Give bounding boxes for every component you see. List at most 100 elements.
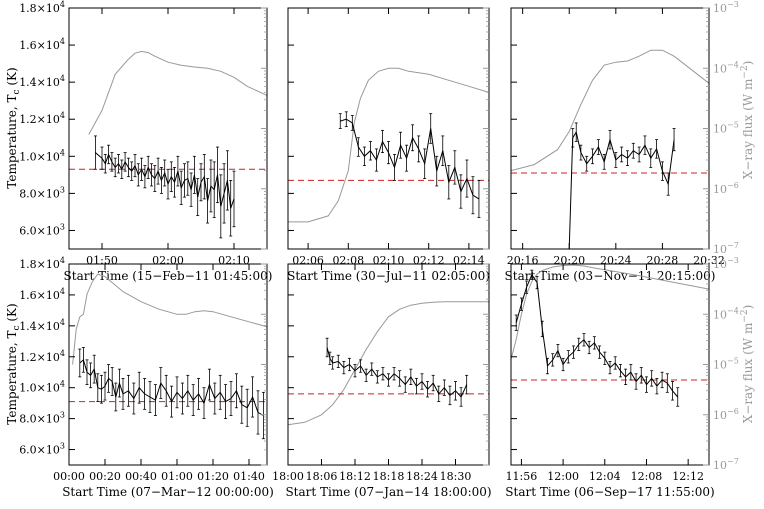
right-ylabel-bottom: X−ray flux (W m−2) xyxy=(740,305,755,424)
right-ylabel-end: ) xyxy=(741,305,755,310)
svg-text:Temperature, Tc (K): Temperature, Tc (K) xyxy=(5,303,22,424)
plot-area xyxy=(511,264,709,407)
right-ylabel-sup: −2 xyxy=(740,65,750,78)
y-tick-label: 6.0×103 xyxy=(19,222,65,237)
axes-frame xyxy=(287,263,490,466)
x-tick-label: 01:40 xyxy=(233,470,265,483)
y-tick-label: 1.2×104 xyxy=(19,111,65,126)
xray-flux-line xyxy=(88,50,267,135)
y-tick-label: 6.0×103 xyxy=(19,442,65,457)
xray-flux-line xyxy=(72,273,267,365)
y-tick-label: 1.2×104 xyxy=(19,349,65,364)
y-tick-label: 8.0×103 xyxy=(19,411,65,426)
x-axis-label: Start Time (06−Sep−17 11:55:00) xyxy=(505,485,714,499)
y2-tick-label: 10−4 xyxy=(713,306,739,321)
temperature-line xyxy=(515,273,679,398)
temperature-line xyxy=(340,118,480,200)
x-tick-label: 01:00 xyxy=(161,470,193,483)
y2-tick-label: 10−7 xyxy=(713,241,739,256)
left-ylabel-unit: (K) xyxy=(5,303,19,325)
x-tick-label: 20:28 xyxy=(647,254,679,267)
svg-text:Temperature, Tc (K): Temperature, Tc (K) xyxy=(5,67,22,188)
left-ylabel-text: Temperature, T xyxy=(5,330,19,424)
x-tick-label: 12:04 xyxy=(589,470,621,483)
x-tick-label: 00:20 xyxy=(89,470,121,483)
axes-frame xyxy=(68,7,268,250)
x-tick-label: 02:08 xyxy=(332,254,364,267)
x-tick-label: 12:12 xyxy=(672,470,704,483)
y-tick-label: 1.4×104 xyxy=(19,74,65,89)
x-tick-label: 12:00 xyxy=(547,470,579,483)
y2-tick-label: 10−4 xyxy=(713,60,739,75)
x-tick-label: 12:08 xyxy=(631,470,663,483)
panel-1: 01:50 02:00 02:10 Start Time (15−Feb−11 01:… xyxy=(19,0,272,283)
x-tick-label: 20:16 xyxy=(507,254,539,267)
x-tick-label: 00:00 xyxy=(53,470,85,483)
y2-tick-label: 10−5 xyxy=(713,121,739,136)
x-tick-label: 18:12 xyxy=(339,470,371,483)
y-tick-label: 1.0×104 xyxy=(19,148,65,163)
x-tick-label: 18:18 xyxy=(373,470,405,483)
left-ylabel-unit: (K) xyxy=(5,67,19,89)
x-tick-label: 02:14 xyxy=(453,254,485,267)
x-tick-label: 00:40 xyxy=(125,470,157,483)
xray-flux-line xyxy=(288,67,489,223)
y2-tick-label: 10−6 xyxy=(713,407,739,422)
y-tick-label: 1.6×104 xyxy=(19,37,65,52)
y2-tick-label: 10−7 xyxy=(713,457,739,472)
svg-text:X−ray flux (W m−2): X−ray flux (W m−2) xyxy=(740,61,755,180)
x-axis-label: Start Time (07−Mar−12 00:00:00) xyxy=(62,485,274,499)
left-ylabel-top: Temperature, Tc (K) xyxy=(5,67,22,188)
right-ylabel-end: ) xyxy=(741,61,755,66)
temperature-line xyxy=(95,152,235,209)
x-tick-label: 01:20 xyxy=(197,470,229,483)
x-tick-label: 02:10 xyxy=(218,254,250,267)
x-tick-label: 02:06 xyxy=(292,254,324,267)
x-tick-label: 11:56 xyxy=(506,470,538,483)
y-tick-label: 8.0×103 xyxy=(19,185,65,200)
y2-tick-label: 10−3 xyxy=(713,0,739,15)
x-tick-label: 18:24 xyxy=(406,470,438,483)
right-ylabel-top: X−ray flux (W m−2) xyxy=(740,61,755,180)
left-ylabel-sub: c xyxy=(12,325,22,330)
y2-tick-label: 10−5 xyxy=(713,357,739,372)
plot-area xyxy=(69,273,267,440)
panels: 01:50 02:00 02:10 Start Time (15−Feb−11 01:… xyxy=(19,0,739,499)
left-ylabel-bottom: Temperature, Tc (K) xyxy=(5,303,22,424)
panel-4: 00:00 00:20 00:40 01:00 01:20 01:40 Start Time… xyxy=(19,256,274,499)
plot-area xyxy=(511,49,709,249)
axes-frame xyxy=(68,263,268,466)
plot-area xyxy=(288,301,489,426)
y-tick-label: 1.8×104 xyxy=(19,256,65,271)
y-tick-label: 1.0×104 xyxy=(19,380,65,395)
x-axis-label: Start Time (03−Nov−11 20:15:00) xyxy=(505,269,716,283)
y2-tick-label: 10−6 xyxy=(713,181,739,196)
axes-frame xyxy=(287,7,490,250)
right-ylabel-sup: −2 xyxy=(740,309,750,322)
axes-frame xyxy=(510,7,710,250)
x-axis-label: Start Time (30−Jul−11 02:05:00) xyxy=(287,269,490,283)
x-tick-label: 02:12 xyxy=(413,254,445,267)
x-tick-label: 18:30 xyxy=(440,470,472,483)
right-ylabel-text: X−ray flux (W m xyxy=(741,322,755,423)
x-axis-label: Start Time (15−Feb−11 01:45:00) xyxy=(64,269,273,283)
x-tick-label: 18:06 xyxy=(306,470,338,483)
x-tick-label: 18:00 xyxy=(272,470,304,483)
y2-tick-label: 10−3 xyxy=(713,256,739,271)
x-tick-label: 01:50 xyxy=(86,254,118,267)
xray-flux-line xyxy=(511,49,709,172)
x-tick-label: 02:00 xyxy=(152,254,184,267)
svg-text:X−ray flux (W m−2): X−ray flux (W m−2) xyxy=(740,305,755,424)
panel-6: 11:56 12:00 12:04 12:08 12:12 Start Time (06−… xyxy=(505,256,739,499)
temperature-line xyxy=(568,130,675,249)
temperature-line xyxy=(79,359,264,416)
right-ylabel-text: X−ray flux (W m xyxy=(741,78,755,179)
y-tick-label: 1.8×104 xyxy=(19,0,65,15)
plot-area xyxy=(288,67,489,223)
panel-5: 18:00 18:06 18:12 18:18 18:24 18:30 Start Time… xyxy=(272,263,492,499)
left-ylabel-sub: c xyxy=(12,89,22,94)
x-axis-label: Start Time (07−Jan−14 18:00:00) xyxy=(285,485,491,499)
